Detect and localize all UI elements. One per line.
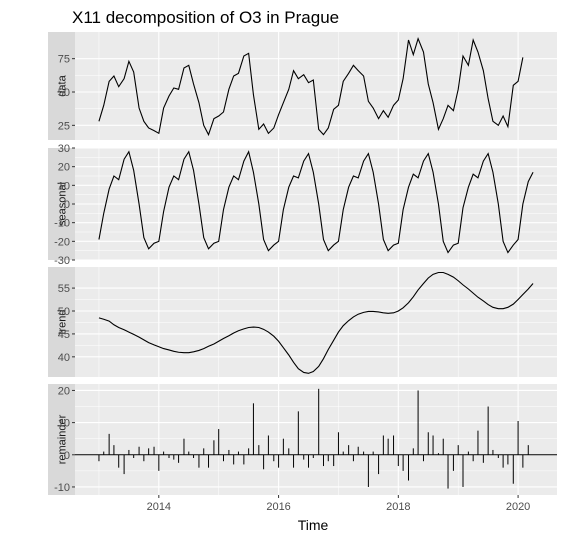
panel-background: [75, 32, 557, 140]
y-tick-label: 0: [64, 199, 70, 211]
panel-background: [75, 267, 557, 377]
y-tick-label: -30: [54, 255, 70, 267]
panel-background: [75, 384, 557, 495]
x-tick-label: 2020: [506, 501, 530, 513]
y-tick-label: 10: [58, 418, 70, 430]
y-tick-label: -20: [54, 236, 70, 248]
y-tick-label: 25: [58, 120, 70, 132]
x-tick-label: 2016: [266, 501, 290, 513]
y-tick-label: 55: [58, 283, 70, 295]
y-tick-label: 10: [58, 180, 70, 192]
y-tick-label: 30: [58, 143, 70, 155]
panels-group: data255075seasonal-30-20-100102030trend4…: [48, 32, 557, 495]
y-tick-label: -10: [54, 482, 70, 494]
y-tick-label: 50: [58, 87, 70, 99]
y-tick-label: 20: [58, 162, 70, 174]
y-tick-label: 20: [58, 385, 70, 397]
x-axis: 2014 2016 2018 2020: [147, 495, 531, 513]
x-tick-label: 2014: [147, 501, 171, 513]
chart-title: X11 decomposition of O3 in Prague: [72, 8, 339, 27]
y-tick-label: 40: [58, 352, 70, 364]
y-tick-label: -10: [54, 218, 70, 230]
y-tick-label: 45: [58, 329, 70, 341]
x-axis-title: Time: [298, 517, 329, 533]
y-tick-label: 0: [64, 450, 70, 462]
x-tick-label: 2018: [386, 501, 410, 513]
y-tick-label: 75: [58, 54, 70, 66]
y-tick-label: 50: [58, 306, 70, 318]
